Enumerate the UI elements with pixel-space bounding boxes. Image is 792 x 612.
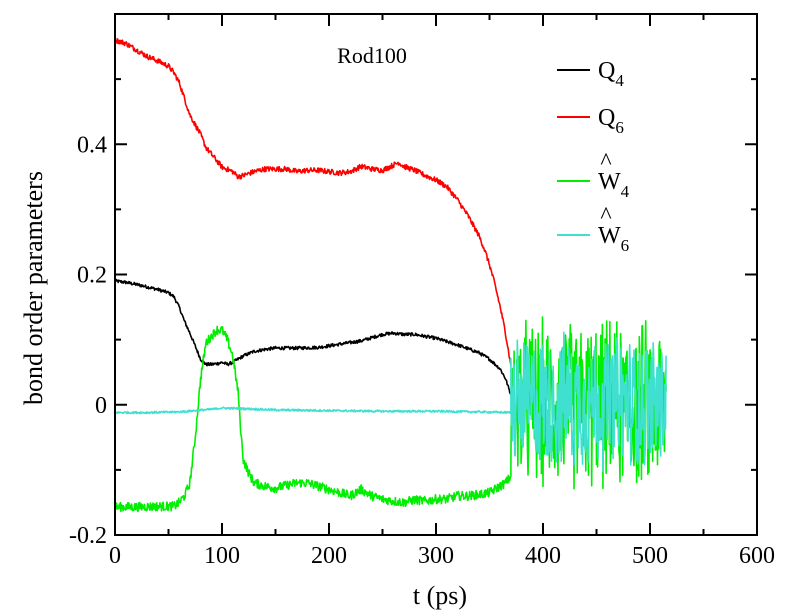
series-line-w6	[115, 331, 667, 472]
x-tick-label: 400	[525, 543, 561, 569]
series-line-w4	[115, 316, 667, 513]
x-tick-label: 200	[311, 543, 347, 569]
legend-hat: ^	[600, 203, 611, 229]
x-tick-label: 300	[418, 543, 454, 569]
ticks-layer: 0 100 200 300 400 500 600-0.200.20.4	[69, 14, 775, 569]
x-tick-label: 500	[632, 543, 668, 569]
legend-label: W6	[598, 223, 629, 255]
legend-item-q6: Q6	[557, 105, 624, 137]
legend-hat: ^	[600, 149, 611, 175]
legend-item-w6: W6^	[557, 203, 629, 255]
y-tick-label: -0.2	[69, 523, 107, 549]
y-tick-label: 0	[95, 393, 107, 419]
plot-frame	[114, 13, 758, 536]
x-tick-label: 0	[109, 543, 121, 569]
y-tick-label: 0.4	[77, 132, 107, 158]
y-axis-label: bond order parameters	[19, 171, 48, 405]
y-tick-label: 0.2	[77, 263, 107, 289]
series-line-q6	[115, 37, 512, 366]
x-tick-label: 100	[204, 543, 240, 569]
series-line-q4	[115, 278, 512, 396]
legend-item-q4: Q4	[557, 58, 624, 90]
x-tick-label: 600	[739, 543, 775, 569]
legend-item-w4: W4^	[557, 149, 630, 201]
legend-label: W4	[598, 169, 630, 201]
series-layer	[115, 37, 667, 513]
legend-label: Q6	[598, 105, 624, 137]
chart-title: Rod100	[337, 43, 407, 68]
x-axis-label: t (ps)	[413, 581, 467, 610]
legend-label: Q4	[598, 58, 624, 90]
